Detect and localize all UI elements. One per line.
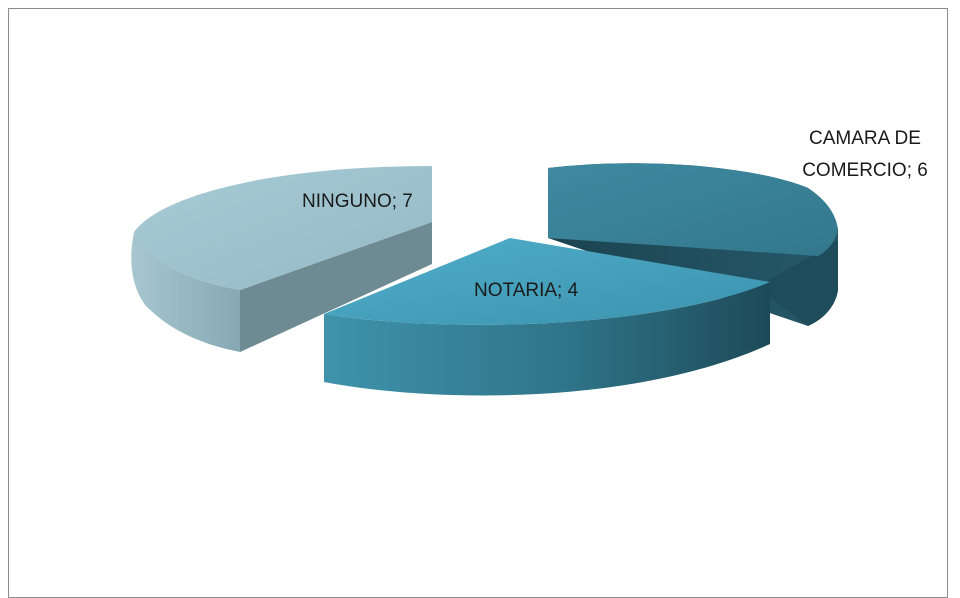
label-ninguno: NINGUNO; 7 bbox=[302, 191, 413, 212]
notaria-top bbox=[324, 238, 770, 325]
ninguno-outer-side bbox=[131, 232, 240, 352]
notaria-side bbox=[324, 282, 770, 396]
slice-ninguno bbox=[131, 166, 432, 352]
ninguno-top bbox=[134, 166, 432, 290]
label-camara-line2: COMERCIO; 6 bbox=[802, 160, 928, 181]
ninguno-inner-side bbox=[240, 222, 432, 352]
label-notaria: NOTARIA; 4 bbox=[474, 280, 579, 301]
slice-notaria bbox=[324, 238, 770, 396]
camara-side-right bbox=[768, 240, 838, 326]
camara-top bbox=[548, 163, 838, 256]
pie-chart: NINGUNO; 7 NOTARIA; 4 CAMARA DE COMERCIO… bbox=[131, 128, 928, 396]
label-camara-line1: CAMARA DE bbox=[809, 128, 921, 149]
